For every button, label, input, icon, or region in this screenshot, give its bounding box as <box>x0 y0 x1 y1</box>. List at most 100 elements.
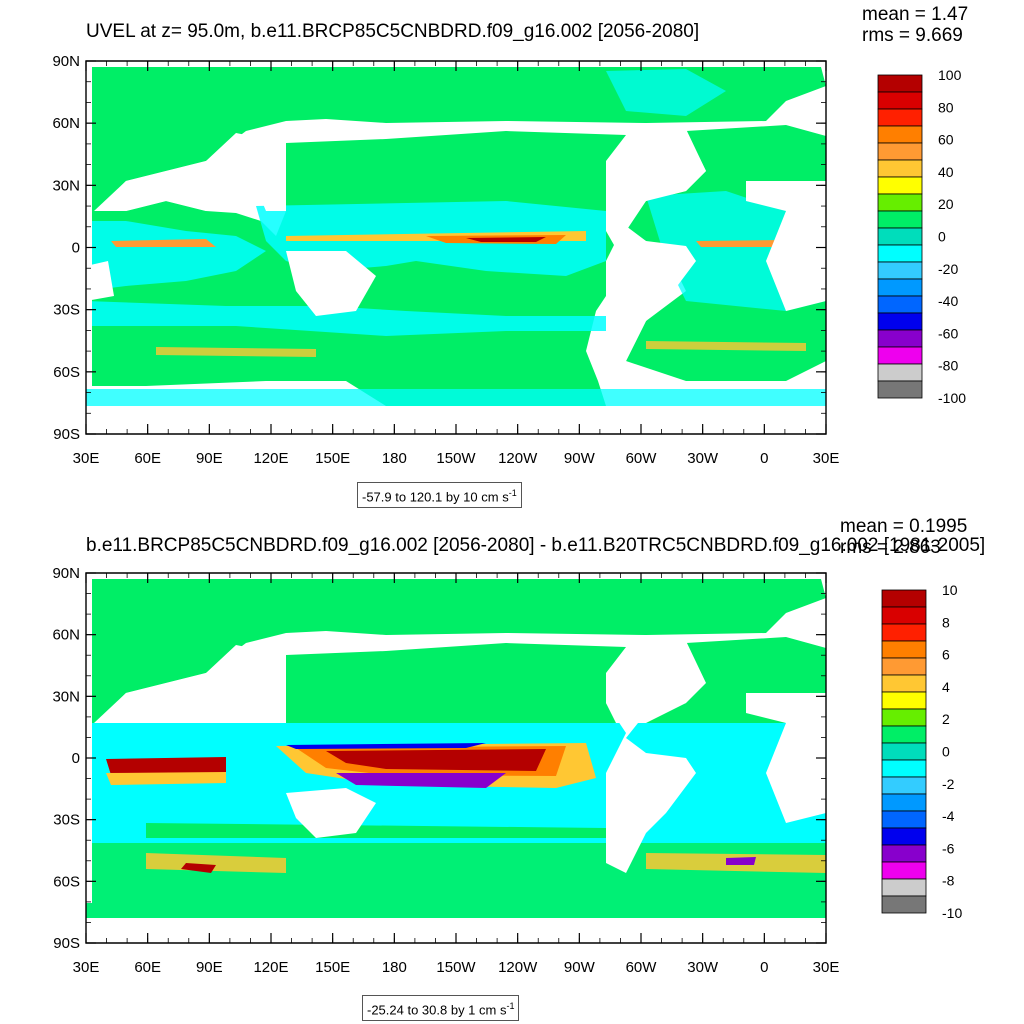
lon-label: 30W <box>687 959 719 976</box>
anomaly-pacific-negative <box>336 773 506 788</box>
lon-label: 120W <box>498 959 538 976</box>
ocean-south-band <box>146 823 606 838</box>
stats-block: mean = 0.1995 rms = 2.863 <box>840 516 967 558</box>
lon-label: 180 <box>382 450 407 467</box>
lon-label: 30E <box>73 959 100 976</box>
acc-anomaly-4 <box>726 857 756 865</box>
jet-atlantic <box>696 240 786 247</box>
lon-label: 60E <box>134 450 161 467</box>
colorbar-box <box>881 742 927 761</box>
jet-indian <box>111 239 216 247</box>
ocean-southern-cyan <box>86 301 606 336</box>
top-map-panel: UVEL at z= 95.0m, b.e11.BRCP85C5CNBDRD.f… <box>52 4 968 509</box>
mean-value: mean = 0.1995 <box>840 516 968 537</box>
colorbar-box <box>877 176 923 195</box>
colorbar-box <box>877 91 923 110</box>
colorbar-box <box>881 674 927 693</box>
land-australia <box>286 788 376 838</box>
colorbar-label: 80 <box>938 99 954 115</box>
colorbar-box <box>877 329 923 348</box>
colorbar-box <box>881 623 927 642</box>
land-left-edge <box>86 61 92 386</box>
lon-label: 150E <box>315 959 350 976</box>
colorbar-label: -8 <box>942 873 955 889</box>
map-axes: 90N 60N 30N 0 30S 60S 90S 30E 60E 90E 120E 150E 180 1… <box>52 53 839 467</box>
lat-label: 60N <box>52 115 80 132</box>
acc-band-1 <box>156 347 316 357</box>
ocean-indian-cyan <box>86 221 266 291</box>
land-asia <box>96 133 286 211</box>
jet-pacific-core <box>466 237 546 242</box>
colorbar-box <box>881 759 927 778</box>
contour-range-text: -25.24 to 30.8 by 1 cm s <box>367 1002 507 1018</box>
colorbar-label: -6 <box>942 840 955 856</box>
colorbar-box <box>881 810 927 829</box>
colorbar-label: -20 <box>938 261 958 277</box>
ocean-arctic-cyan <box>606 69 726 116</box>
colorbar-box <box>877 142 923 161</box>
colorbar-box <box>881 708 927 727</box>
lat-label: 30S <box>53 302 80 319</box>
lat-label: 30N <box>52 177 80 194</box>
map-title: UVEL at z= 95.0m, b.e11.BRCP85C5CNBDRD.f… <box>86 21 700 42</box>
stats-block: mean = 1.47 rms = 9.669 <box>862 4 968 46</box>
map-plot-area <box>85 60 827 435</box>
land-americas <box>606 641 706 873</box>
colorbar-box <box>877 125 923 144</box>
land-europe-africa-north <box>746 181 826 211</box>
land-australia <box>286 251 376 316</box>
colorbar-box <box>881 878 927 897</box>
colorbar-label: 6 <box>942 647 950 663</box>
unit-exponent: -1 <box>508 488 517 498</box>
ocean-antarctic-cyan <box>86 389 826 406</box>
acc-band-2 <box>646 341 806 351</box>
land-left-edge <box>86 573 92 903</box>
acc-anomaly-2 <box>181 863 216 873</box>
lat-label: 90S <box>53 935 80 952</box>
land-asia <box>96 645 286 723</box>
colorbar-label: -2 <box>942 776 955 792</box>
lat-label: 30S <box>53 812 80 829</box>
lon-label: 30E <box>73 450 100 467</box>
lon-label: 120E <box>253 450 288 467</box>
lon-label: 30E <box>813 959 840 976</box>
colorbar-box <box>881 793 927 812</box>
lon-label: 30E <box>813 450 840 467</box>
colorbar: 10 8 6 4 2 0 -2 -4 -6 -8 -10 <box>881 582 962 921</box>
colorbar-box <box>877 210 923 229</box>
colorbar-box <box>877 380 923 399</box>
unit-exponent: -1 <box>506 1001 515 1011</box>
bottom-map-panel: b.e11.BRCP85C5CNBDRD.f09_g16.002 [2056-2… <box>0 512 1024 1024</box>
colorbar-label: 10 <box>942 582 958 598</box>
lon-label: 90W <box>564 959 596 976</box>
rms-value: rms = 9.669 <box>862 25 963 46</box>
lon-label: 90E <box>196 959 223 976</box>
lat-label: 60S <box>53 873 80 890</box>
anomaly-indian-yellow <box>106 772 226 785</box>
map-plot-area <box>85 572 827 944</box>
lat-label: 60S <box>53 364 80 381</box>
colorbar-box <box>881 827 927 846</box>
colorbar-label: -40 <box>938 293 958 309</box>
colorbar-box <box>877 278 923 297</box>
anomaly-pacific-blue <box>286 743 486 749</box>
colorbar-box <box>881 640 927 659</box>
lat-label: 90S <box>53 426 80 443</box>
lon-label: 30W <box>687 450 719 467</box>
anomaly-pacific-core <box>326 749 546 771</box>
land-africa <box>766 723 826 823</box>
lon-label: 60W <box>626 450 658 467</box>
colorbar-label: 0 <box>938 229 946 245</box>
lat-label: 30N <box>52 688 80 705</box>
lat-label: 0 <box>72 750 80 767</box>
lat-label: 90N <box>52 565 80 582</box>
colorbar-label: 20 <box>938 196 954 212</box>
map-svg: 90N 60N 30N 0 30S 60S 90S 30E 60E 90E 120E 150E 180 1… <box>52 53 966 467</box>
colorbar-box <box>877 193 923 212</box>
colorbar-box <box>877 159 923 178</box>
map-axes: 90N 60N 30N 0 30S 60S 90S 30E 60E 90E 120E 150E 180 1… <box>52 565 839 976</box>
colorbar-box <box>881 725 927 744</box>
colorbar-label: -60 <box>938 325 958 341</box>
colorbar-box <box>877 363 923 382</box>
colorbar-box <box>881 589 927 608</box>
